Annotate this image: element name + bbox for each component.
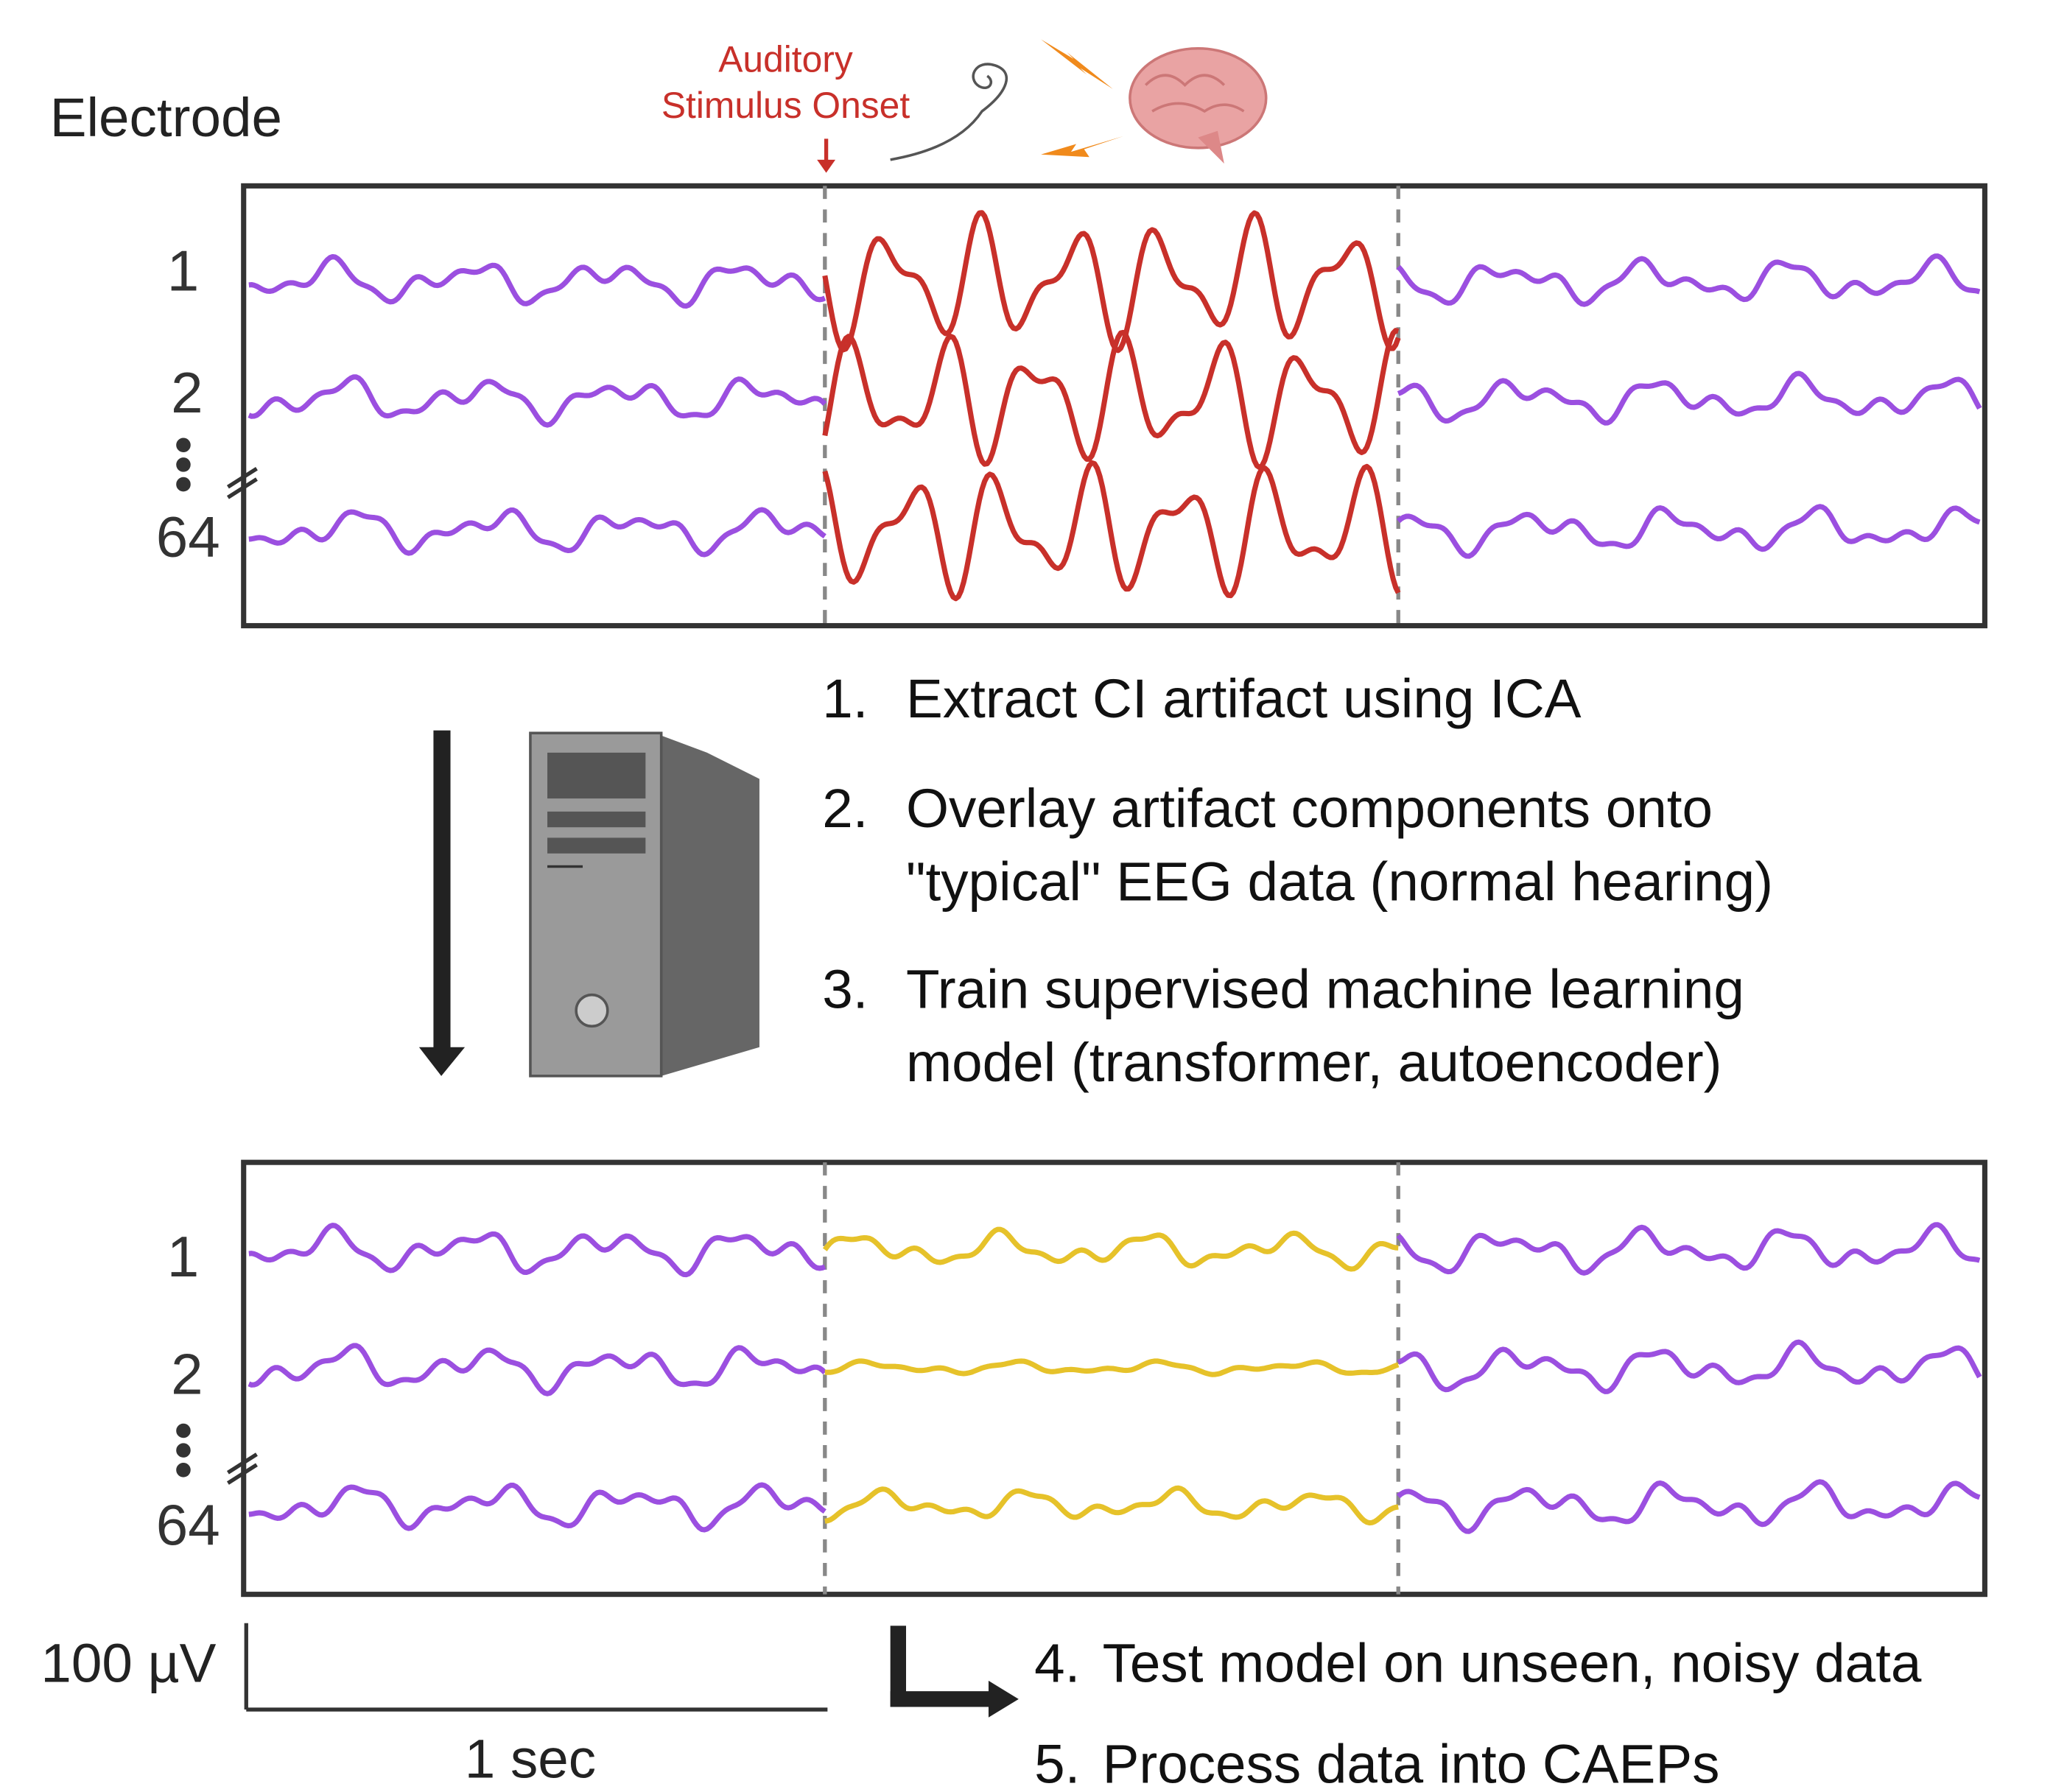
eeg-trace xyxy=(822,210,1401,354)
eeg-trace xyxy=(1397,1339,1982,1394)
channel-label: 2 xyxy=(171,360,203,425)
channel-label: 64 xyxy=(156,504,220,569)
eeg-trace xyxy=(1396,253,1981,307)
step-arrow xyxy=(890,1626,1019,1718)
ear-icon xyxy=(890,63,1008,161)
eeg-trace xyxy=(822,328,1400,471)
eeg-trace xyxy=(248,507,827,558)
bottom-panel xyxy=(241,1159,1987,1598)
computer-icon xyxy=(529,731,759,1078)
time-label: 1 sec xyxy=(465,1727,596,1789)
scale-bar xyxy=(244,1623,828,1712)
eeg-trace xyxy=(1396,504,1981,559)
ellipsis xyxy=(176,438,258,1485)
eeg-trace xyxy=(248,1343,827,1396)
step-number: 1. xyxy=(822,667,868,729)
amplitude-label: 100 µV xyxy=(41,1632,216,1694)
top-panel xyxy=(241,183,1987,629)
onset-lines xyxy=(823,186,1400,1595)
waveforms xyxy=(248,210,1982,1534)
step-text: Extract CI artifact using ICA xyxy=(906,667,1582,729)
steps: 1. Extract CI artifact using ICA 2. Overlay… xyxy=(822,667,1922,1792)
step-text: Test model on unseen, noisy data xyxy=(1103,1632,1922,1694)
step-text: model (transformer, autoencoder) xyxy=(906,1031,1722,1093)
channel-label: 2 xyxy=(171,1342,203,1407)
eeg-trace xyxy=(1396,1479,1981,1534)
eeg-trace xyxy=(248,253,827,309)
eeg-trace xyxy=(248,1482,827,1533)
step-text: Train supervised machine learning xyxy=(906,958,1744,1019)
channel-label: 1 xyxy=(167,239,199,303)
step-text: "typical" EEG data (normal hearing) xyxy=(906,851,1773,913)
eeg-trace xyxy=(822,460,1401,602)
electrode-label: Electrode xyxy=(50,86,282,148)
step-number: 3. xyxy=(822,958,868,1019)
stimulus-label: Auditory xyxy=(718,39,853,80)
channel-label: 64 xyxy=(156,1492,220,1557)
stimulus-arrow xyxy=(817,138,836,173)
brain-icon xyxy=(1129,46,1268,164)
step-number: 2. xyxy=(822,777,868,839)
eeg-trace xyxy=(824,1485,1399,1526)
channel-label: 1 xyxy=(167,1224,199,1289)
step-text: Process data into CAEPs xyxy=(1103,1733,1720,1792)
eeg-trace xyxy=(248,1223,827,1278)
eeg-trace xyxy=(248,374,827,428)
eeg-trace xyxy=(824,1358,1400,1377)
step-number: 5. xyxy=(1034,1733,1080,1792)
step-number: 4. xyxy=(1034,1632,1080,1694)
eeg-trace xyxy=(1397,370,1982,426)
down-arrow xyxy=(418,730,466,1076)
eeg-trace xyxy=(822,1226,1399,1272)
eeg-trace xyxy=(1396,1222,1981,1276)
lightning-icons xyxy=(1041,39,1124,158)
stimulus-label: Stimulus Onset xyxy=(661,85,910,126)
step-text: Overlay artifact components onto xyxy=(906,777,1713,839)
